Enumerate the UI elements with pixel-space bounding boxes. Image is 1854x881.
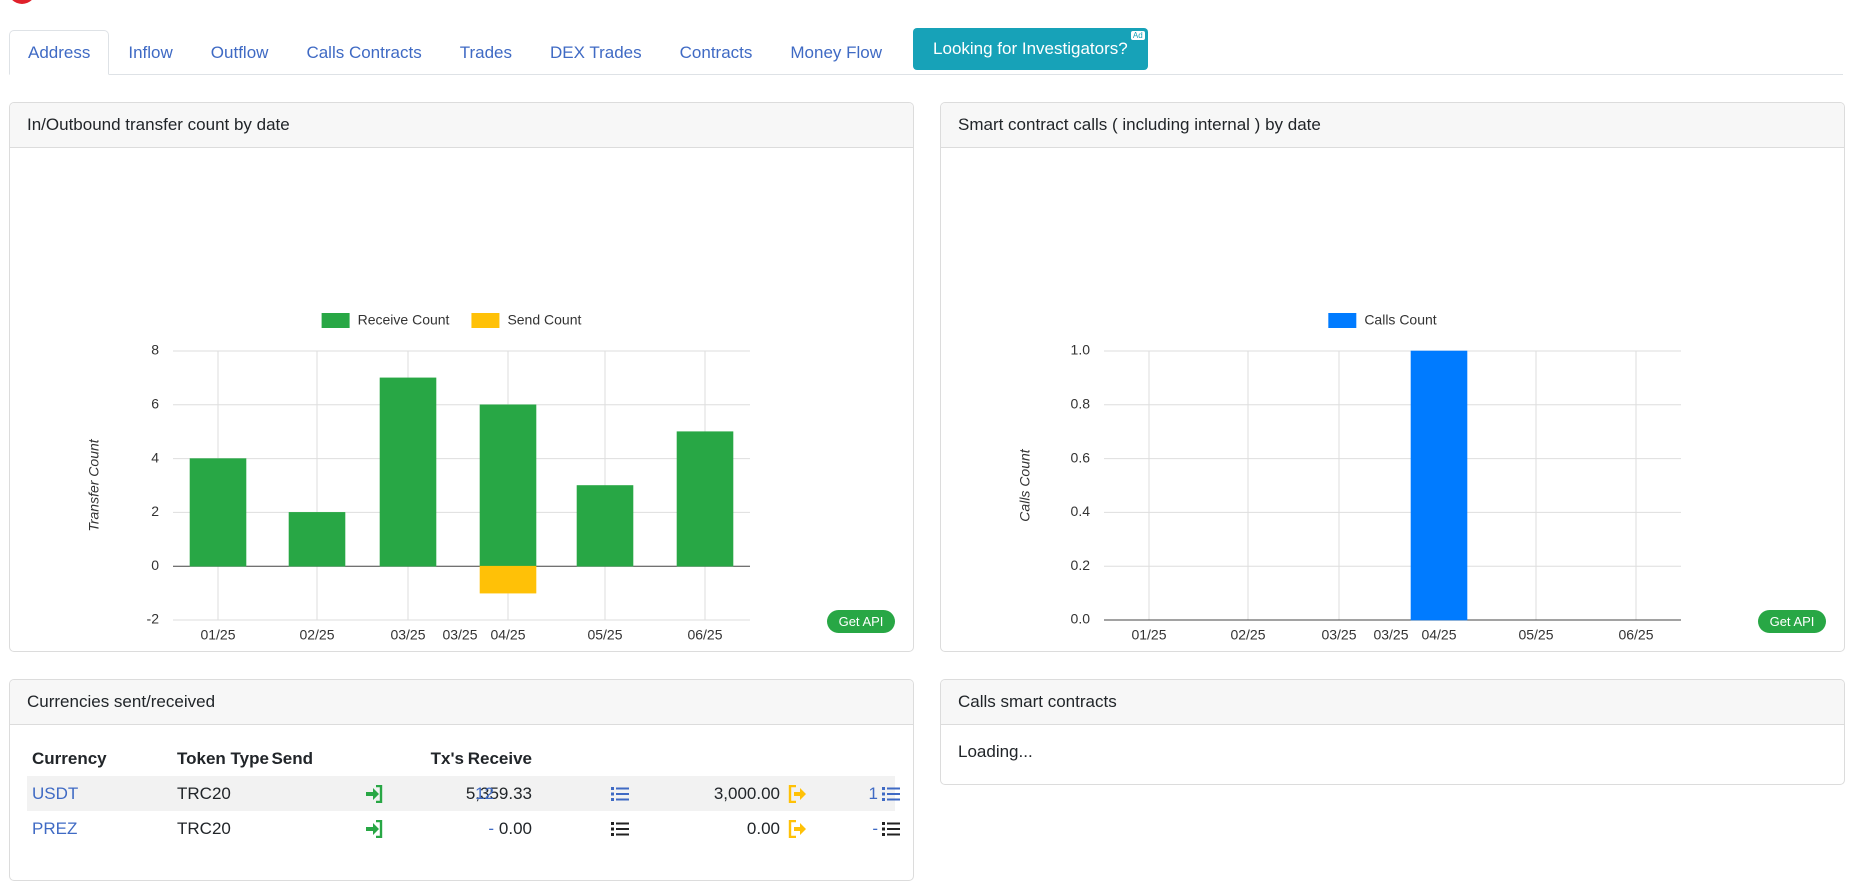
x-tick-label: 03/25 <box>1373 627 1408 643</box>
token-type: TRC20 <box>177 819 231 838</box>
bar <box>189 458 247 567</box>
x-tick-label: 02/25 <box>1230 627 1265 643</box>
page: Address Inflow Outflow Calls Contracts T… <box>8 0 1845 881</box>
get-api-button[interactable]: Get API <box>1758 610 1826 633</box>
y-tick-label: 0.2 <box>1071 557 1091 573</box>
logo <box>8 0 36 4</box>
y-tick-label: 0 <box>151 557 159 573</box>
receive-tx-link[interactable]: - <box>488 819 494 838</box>
x-tick-label: 02/25 <box>299 627 334 643</box>
send-tx-link[interactable]: - <box>872 819 878 838</box>
ad-badge: Ad <box>1130 31 1145 40</box>
bar <box>1410 350 1468 621</box>
tab[interactable]: Calls Contracts <box>306 43 422 62</box>
tab-bar: Address Inflow Outflow Calls Contracts T… <box>9 28 1843 75</box>
contracts-panel: Calls smart contracts Loading... <box>940 679 1845 785</box>
send-tx-link[interactable]: 1 <box>868 784 878 803</box>
calls-panel: Smart contract calls ( including interna… <box>940 102 1845 652</box>
x-tick-label: 01/25 <box>1131 627 1166 643</box>
x-tick-label: 03/25 <box>390 627 425 643</box>
x-tick-label: 04/25 <box>1421 627 1456 643</box>
panel-title: In/Outbound transfer count by date <box>10 103 913 148</box>
x-tick-label: 05/25 <box>587 627 622 643</box>
legend-label: Send Count <box>507 312 581 328</box>
tab[interactable]: Inflow <box>128 43 173 62</box>
legend-swatch <box>321 313 350 328</box>
y-tick-label: 4 <box>151 449 159 465</box>
panel-title: Currencies sent/received <box>10 680 913 725</box>
y-tick-label: 2 <box>151 503 159 519</box>
receive-amount: 5,359.33 <box>465 784 532 803</box>
loading-text: Loading... <box>958 742 1033 761</box>
panel-title: Calls smart contracts <box>941 680 1844 725</box>
column-header: Send <box>271 749 313 768</box>
x-tick-label: 06/25 <box>1618 627 1653 643</box>
y-tick-label: 0.4 <box>1071 503 1091 519</box>
y-axis-label: Transfer Count <box>86 438 102 531</box>
chart: 0.0 0.2 0.4 0.6 0.8 1.0 01/25 02/25 03/25 03/25 04… <box>1017 312 1681 643</box>
token-type: TRC20 <box>177 784 231 803</box>
y-tick-label: 1.0 <box>1071 342 1091 358</box>
ad-button[interactable]: Looking for Investigators? Ad <box>913 28 1148 70</box>
tab[interactable]: Contracts <box>679 43 753 62</box>
x-tick-label: 05/25 <box>1518 627 1553 643</box>
column-header: Currency <box>32 749 107 768</box>
panel-title: Smart contract calls ( including interna… <box>941 103 1844 148</box>
bar <box>479 565 537 594</box>
tab[interactable]: DEX Trades <box>549 43 642 62</box>
y-tick-label: 0.8 <box>1071 396 1091 412</box>
legend-swatch <box>1328 313 1357 328</box>
transfer-panel: In/Outbound transfer count by date -2 0 2 4… <box>9 102 914 652</box>
y-axis-label: Calls Count <box>1017 448 1033 521</box>
bar <box>379 377 437 567</box>
chart: -2 0 2 4 6 8 01/25 02/25 03/25 03/25 04/25 05/25 06/… <box>86 312 750 643</box>
get-api-button[interactable]: Get API <box>827 610 895 633</box>
currency-link[interactable]: PREZ <box>32 819 78 838</box>
y-tick-label: 0.0 <box>1071 611 1091 627</box>
column-header: Token Type <box>177 749 269 768</box>
legend-label: Calls Count <box>1364 312 1436 328</box>
x-tick-label: 04/25 <box>490 627 525 643</box>
y-tick-label: 8 <box>151 342 159 358</box>
y-tick-label: 0.6 <box>1071 449 1091 465</box>
x-tick-label: 03/25 <box>442 627 477 643</box>
y-tick-label: -2 <box>147 611 160 627</box>
bar <box>676 431 734 567</box>
legend-label: Receive Count <box>358 312 450 328</box>
tab[interactable]: Trades <box>459 43 512 62</box>
bar <box>479 404 537 567</box>
column-header: Receive <box>467 749 532 768</box>
y-tick-label: 6 <box>151 396 159 412</box>
ad-label: Looking for Investigators? <box>933 39 1128 58</box>
currencies-panel: Currencies sent/received Currency Token T… <box>9 679 914 881</box>
x-tick-label: 06/25 <box>687 627 722 643</box>
bar <box>288 512 346 567</box>
send-amount: 0.00 <box>746 819 780 838</box>
row-background <box>27 776 895 811</box>
currency-link[interactable]: USDT <box>32 784 79 803</box>
x-tick-label: 03/25 <box>1321 627 1356 643</box>
tab[interactable]: Address <box>9 30 110 75</box>
receive-tx-link[interactable]: 12 <box>475 784 494 803</box>
x-tick-label: 01/25 <box>200 627 235 643</box>
tab[interactable]: Outflow <box>210 43 269 62</box>
receive-amount: 0.00 <box>498 819 532 838</box>
legend-swatch <box>471 313 500 328</box>
column-header: Tx's <box>430 749 464 768</box>
tab[interactable]: Money Flow <box>790 43 883 62</box>
send-amount: 3,000.00 <box>713 784 780 803</box>
bar <box>576 485 634 567</box>
